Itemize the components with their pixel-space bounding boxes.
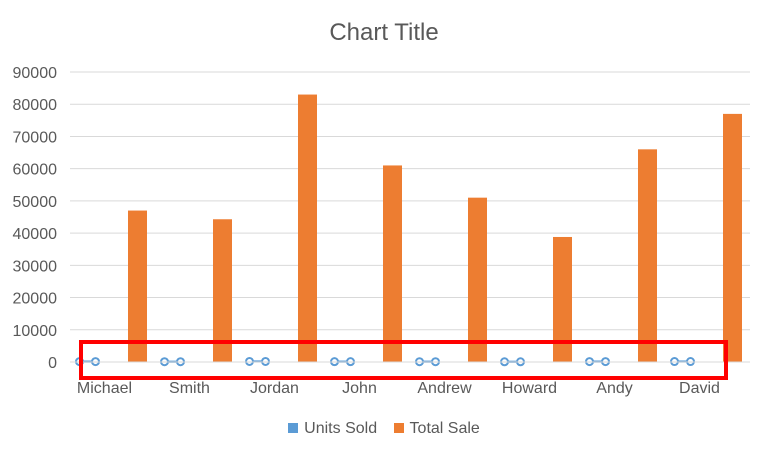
bar [383,165,402,362]
x-tick-label: Andrew [417,380,472,397]
bar [213,219,232,362]
x-tick-label: Michael [77,380,132,397]
legend-swatch-units-sold [288,422,299,433]
legend: Units Sold Total Sale [0,420,768,438]
y-tick-label: 60000 [13,162,58,179]
y-tick-label: 10000 [13,323,58,340]
bar [468,197,487,362]
legend-label-total-sale: Total Sale [409,420,480,437]
chart-title: Chart Title [329,19,438,46]
legend-item-units-sold: Units Sold [288,420,377,438]
y-tick-label: 70000 [13,129,58,146]
x-axis: Michael Smith Jordan John Andrew Howard Andy Da… [70,361,750,397]
gridlines [70,71,750,363]
y-axis: 0 10000 20000 30000 40000 50000 60000 70000 8000… [13,65,58,372]
total-sale-series [128,94,742,363]
bar [298,94,317,363]
y-tick-label: 20000 [13,291,58,308]
x-tick-label: Andy [596,380,632,397]
highlight-annotation [79,340,728,380]
bar [553,236,572,362]
bar [723,113,742,362]
y-tick-label: 0 [48,355,57,372]
legend-item-total-sale: Total Sale [393,420,480,438]
x-tick-label: Jordan [250,380,299,397]
x-tick-label: David [679,380,720,397]
units-sold-marker [261,356,270,366]
x-tick-label: John [342,380,377,397]
x-tick-label: Howard [502,380,557,397]
y-tick-label: 80000 [13,97,58,114]
legend-label-units-sold: Units Sold [304,420,378,437]
units-sold-marker [245,356,254,366]
bar [128,210,147,362]
y-tick-label: 50000 [13,194,58,211]
highlight-rectangle [79,340,728,380]
bar [638,149,657,362]
y-tick-label: 30000 [13,258,58,275]
legend-swatch-total-sale [393,422,404,433]
y-tick-label: 40000 [13,226,58,243]
y-tick-label: 90000 [13,65,58,82]
x-tick-label: Smith [169,380,210,397]
